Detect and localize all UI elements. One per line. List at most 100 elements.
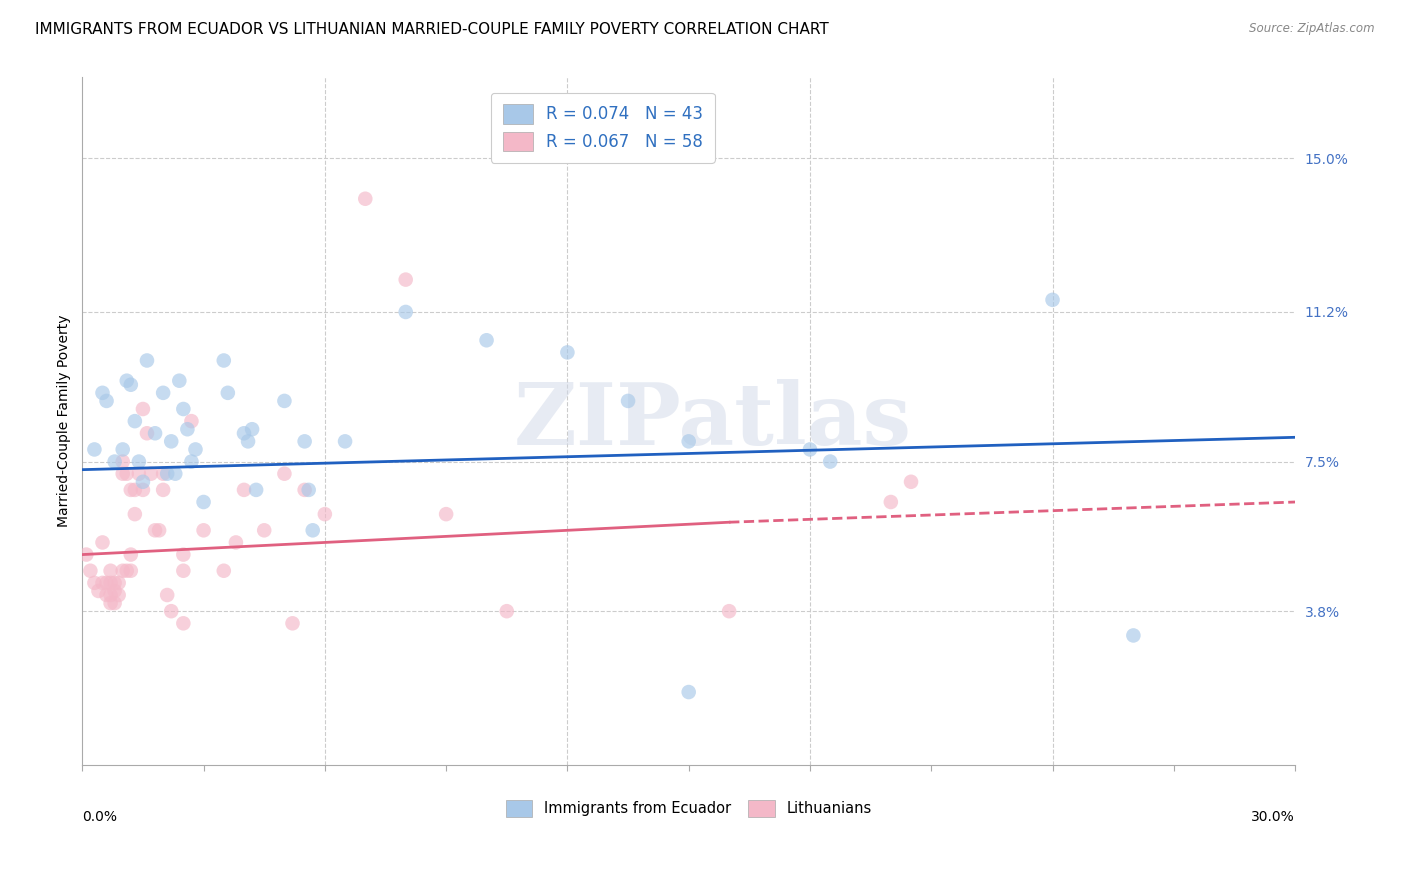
- Point: [120, 548, 142, 562]
- Point: [217, 385, 239, 400]
- Point: [111, 454, 134, 468]
- Point: [1122, 628, 1144, 642]
- Point: [245, 483, 267, 497]
- Text: 0.0%: 0.0%: [83, 810, 117, 823]
- Point: [294, 434, 316, 449]
- Legend: Immigrants from Ecuador, Lithuanians: Immigrants from Ecuador, Lithuanians: [501, 795, 877, 822]
- Point: [128, 454, 150, 468]
- Point: [225, 535, 247, 549]
- Point: [115, 564, 138, 578]
- Point: [165, 467, 187, 481]
- Point: [152, 483, 174, 497]
- Point: [169, 374, 191, 388]
- Point: [107, 588, 129, 602]
- Text: Source: ZipAtlas.com: Source: ZipAtlas.com: [1250, 22, 1375, 36]
- Point: [115, 374, 138, 388]
- Point: [111, 467, 134, 481]
- Point: [148, 524, 170, 538]
- Point: [100, 596, 122, 610]
- Point: [678, 434, 700, 449]
- Point: [139, 467, 162, 481]
- Point: [557, 345, 579, 359]
- Point: [395, 305, 418, 319]
- Point: [96, 588, 118, 602]
- Point: [799, 442, 821, 457]
- Point: [111, 442, 134, 457]
- Point: [240, 422, 263, 436]
- Point: [193, 495, 215, 509]
- Point: [107, 575, 129, 590]
- Point: [212, 564, 235, 578]
- Point: [100, 575, 122, 590]
- Point: [172, 548, 194, 562]
- Point: [1042, 293, 1064, 307]
- Point: [132, 402, 155, 417]
- Point: [152, 467, 174, 481]
- Point: [124, 414, 146, 428]
- Point: [104, 596, 127, 610]
- Point: [212, 353, 235, 368]
- Point: [172, 616, 194, 631]
- Point: [253, 524, 276, 538]
- Text: 30.0%: 30.0%: [1251, 810, 1295, 823]
- Point: [718, 604, 741, 618]
- Point: [124, 483, 146, 497]
- Point: [132, 475, 155, 489]
- Point: [104, 454, 127, 468]
- Point: [115, 467, 138, 481]
- Point: [128, 467, 150, 481]
- Point: [91, 385, 114, 400]
- Point: [193, 524, 215, 538]
- Point: [120, 377, 142, 392]
- Point: [104, 584, 127, 599]
- Point: [818, 454, 841, 468]
- Point: [87, 584, 110, 599]
- Point: [111, 564, 134, 578]
- Point: [160, 434, 183, 449]
- Point: [273, 393, 295, 408]
- Point: [96, 575, 118, 590]
- Point: [83, 575, 105, 590]
- Point: [298, 483, 321, 497]
- Point: [314, 507, 336, 521]
- Point: [143, 426, 166, 441]
- Point: [79, 564, 101, 578]
- Point: [172, 402, 194, 417]
- Point: [104, 575, 127, 590]
- Point: [152, 385, 174, 400]
- Point: [132, 483, 155, 497]
- Point: [233, 483, 256, 497]
- Point: [120, 564, 142, 578]
- Point: [434, 507, 457, 521]
- Point: [184, 442, 207, 457]
- Point: [294, 483, 316, 497]
- Point: [354, 192, 377, 206]
- Point: [136, 426, 159, 441]
- Point: [273, 467, 295, 481]
- Point: [180, 454, 202, 468]
- Point: [900, 475, 922, 489]
- Point: [156, 588, 179, 602]
- Point: [678, 685, 700, 699]
- Point: [100, 564, 122, 578]
- Point: [143, 524, 166, 538]
- Text: IMMIGRANTS FROM ECUADOR VS LITHUANIAN MARRIED-COUPLE FAMILY POVERTY CORRELATION : IMMIGRANTS FROM ECUADOR VS LITHUANIAN MA…: [35, 22, 830, 37]
- Point: [91, 535, 114, 549]
- Point: [880, 495, 903, 509]
- Y-axis label: Married-Couple Family Poverty: Married-Couple Family Poverty: [58, 315, 72, 527]
- Point: [617, 393, 640, 408]
- Text: ZIPatlas: ZIPatlas: [515, 379, 912, 463]
- Point: [83, 442, 105, 457]
- Point: [475, 333, 498, 347]
- Point: [160, 604, 183, 618]
- Point: [236, 434, 259, 449]
- Point: [96, 393, 118, 408]
- Point: [156, 467, 179, 481]
- Point: [75, 548, 97, 562]
- Point: [91, 575, 114, 590]
- Point: [180, 414, 202, 428]
- Point: [136, 353, 159, 368]
- Point: [495, 604, 517, 618]
- Point: [233, 426, 256, 441]
- Point: [333, 434, 356, 449]
